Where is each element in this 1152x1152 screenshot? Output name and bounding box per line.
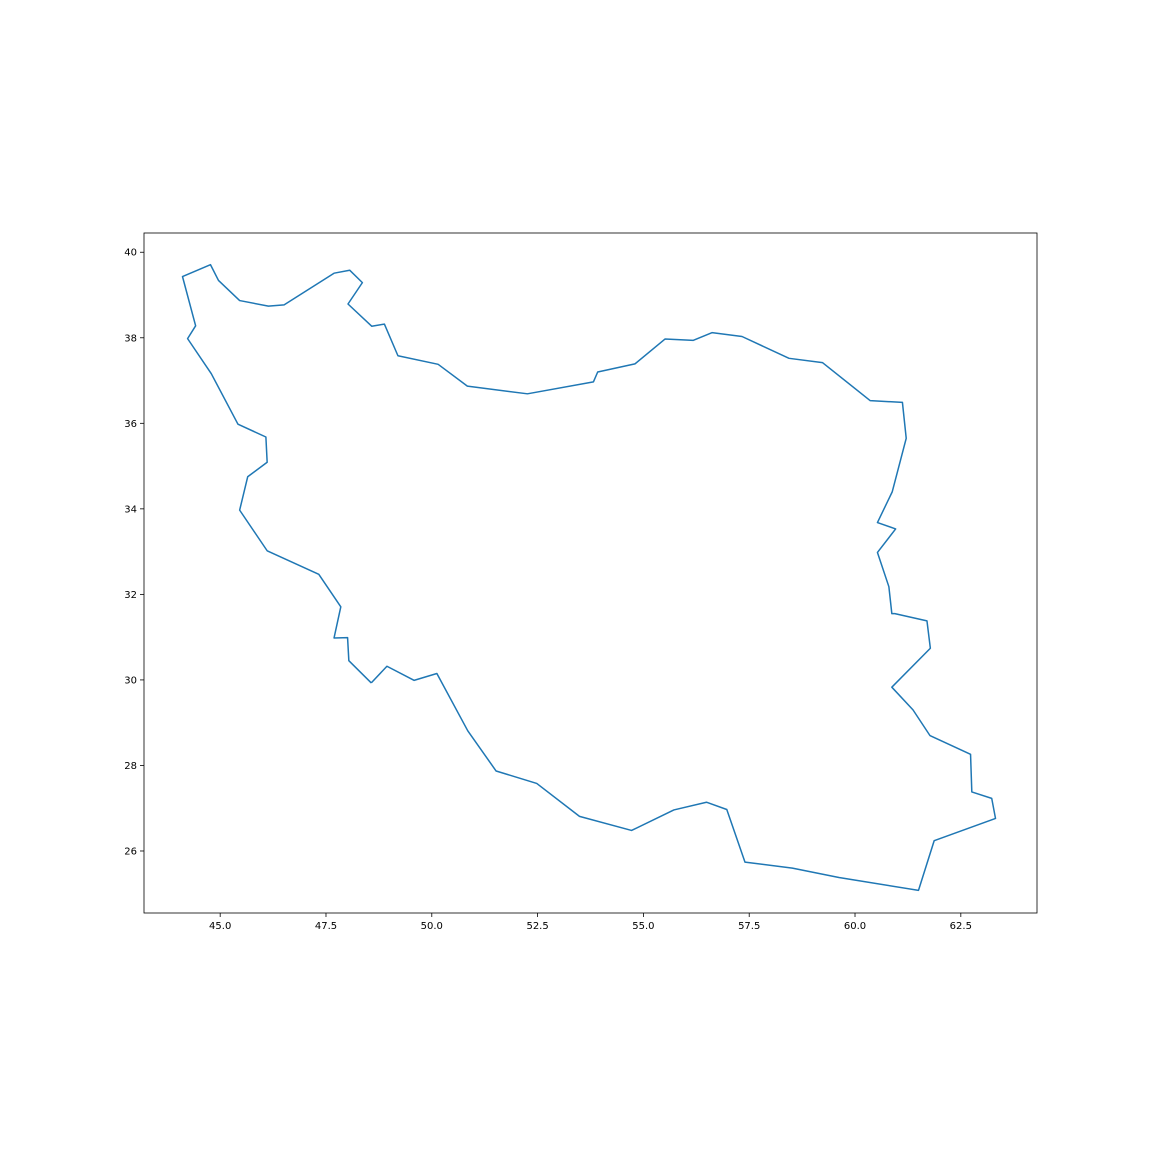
x-tick-label: 50.0 (421, 921, 443, 932)
y-tick-label: 32 (124, 590, 137, 601)
series-line-0 (181, 263, 997, 892)
x-tick-label: 47.5 (315, 921, 337, 932)
x-tick-label: 45.0 (209, 921, 231, 932)
y-tick-label: 40 (124, 248, 137, 259)
y-tick-label: 26 (124, 846, 137, 857)
x-tick-label: 55.0 (632, 921, 654, 932)
y-tick-label: 34 (124, 504, 137, 515)
y-axis: 26 28 30 32 34 36 38 40 (124, 248, 144, 857)
series-layer (181, 263, 997, 892)
x-tick-label: 62.5 (950, 921, 972, 932)
y-tick-label: 36 (124, 419, 137, 430)
axes-frame (143, 232, 1038, 914)
y-tick-label: 28 (124, 761, 137, 772)
x-tick-label: 52.5 (526, 921, 548, 932)
y-tick-label: 30 (124, 675, 137, 686)
x-tick-label: 57.5 (738, 921, 760, 932)
y-tick-label: 38 (124, 333, 137, 344)
x-tick-label: 60.0 (844, 921, 866, 932)
x-axis: 45.0 47.5 50.0 52.5 55.0 57.5 60.0 62.5 (209, 913, 972, 932)
